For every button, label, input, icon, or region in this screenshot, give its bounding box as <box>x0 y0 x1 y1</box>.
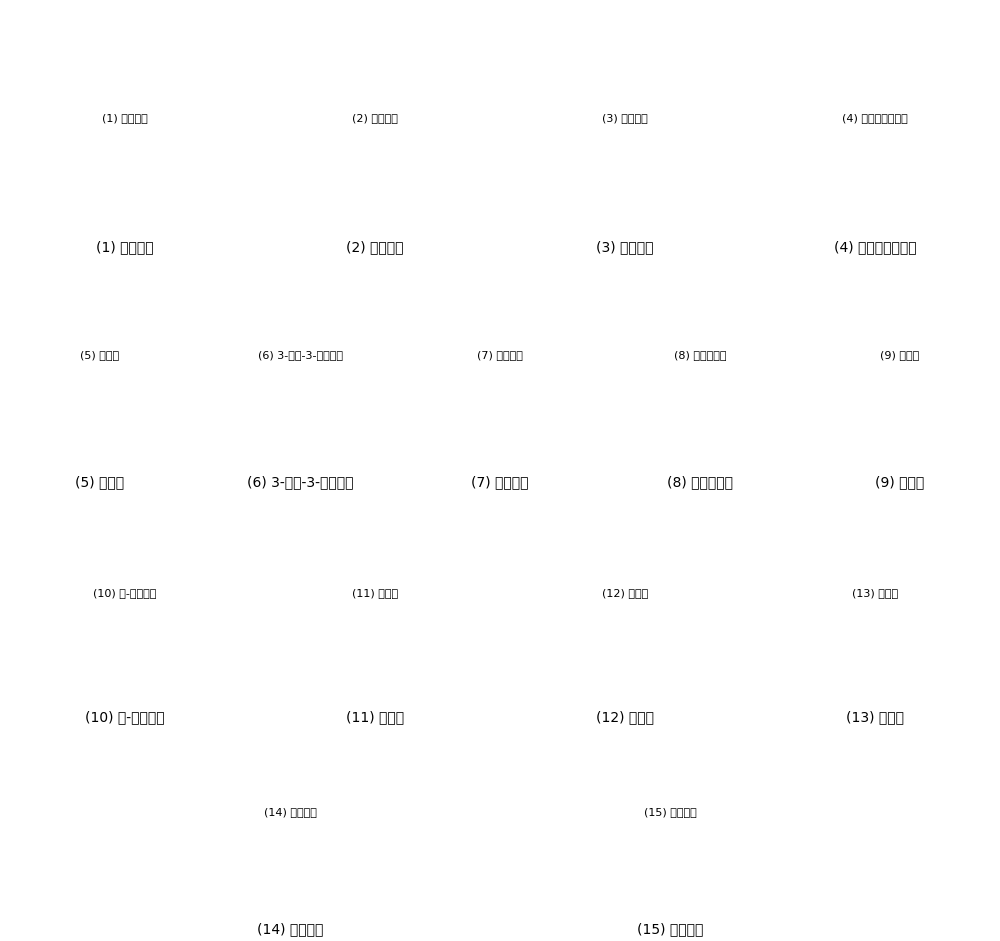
Text: (7) 苯丙氨醇: (7) 苯丙氨醇 <box>471 475 529 489</box>
Text: (10) 反-氧化吷烯: (10) 反-氧化吷烯 <box>93 588 157 598</box>
Text: (12) 阿托品: (12) 阿托品 <box>596 710 654 725</box>
Text: (9) 吵呀酮: (9) 吵呀酮 <box>880 350 920 360</box>
Text: (6) 3-氨基-3-苯基丙酸: (6) 3-氨基-3-苯基丙酸 <box>258 350 342 360</box>
Text: (10) 反-氧化吷烯: (10) 反-氧化吷烯 <box>85 710 165 725</box>
Text: (4) 异丙基肾上腺素: (4) 异丙基肾上腺素 <box>834 240 916 254</box>
Text: (4) 异丙基肾上腺素: (4) 异丙基肾上腺素 <box>842 113 908 122</box>
Text: (11) 黄烷酮: (11) 黄烷酮 <box>352 588 398 598</box>
Text: (3) 阿普洛尔: (3) 阿普洛尔 <box>596 240 654 254</box>
Text: (12) 阿托品: (12) 阿托品 <box>602 588 648 598</box>
Text: (8) 二苯乙醇酮: (8) 二苯乙醇酮 <box>667 475 733 489</box>
Text: (8) 二苯乙醇酮: (8) 二苯乙醇酮 <box>674 350 726 360</box>
Text: (6) 3-氨基-3-苯基丙酸: (6) 3-氨基-3-苯基丙酸 <box>247 475 353 489</box>
Text: (7) 苯丙氨醇: (7) 苯丙氨醇 <box>477 350 523 360</box>
Text: (13) 雷诺啧: (13) 雷诺啧 <box>852 588 898 598</box>
Text: (11) 黄烷酮: (11) 黄烷酮 <box>346 710 404 725</box>
Text: (13) 雷诺啧: (13) 雷诺啧 <box>846 710 904 725</box>
Text: (15) 苄氟噪啧: (15) 苄氟噪啧 <box>644 806 696 817</box>
Text: (5) 苯乙胺: (5) 苯乙胺 <box>75 475 125 489</box>
Text: (2) 普萸洛尔: (2) 普萸洛尔 <box>352 113 398 122</box>
Text: (5) 苯乙胺: (5) 苯乙胺 <box>80 350 120 360</box>
Text: (15) 苄氟噪啧: (15) 苄氟噪啧 <box>637 922 703 936</box>
Text: (14) 佐匹克隆: (14) 佐匹克隆 <box>257 922 323 936</box>
Text: (14) 佐匹克隆: (14) 佐匹克隆 <box>264 806 316 817</box>
Text: (1) 咀嚆洛尔: (1) 咀嚆洛尔 <box>102 113 148 122</box>
Text: (1) 咀嚆洛尔: (1) 咀嚆洛尔 <box>96 240 154 254</box>
Text: (3) 阿普洛尔: (3) 阿普洛尔 <box>602 113 648 122</box>
Text: (9) 吵呀酮: (9) 吵呀酮 <box>875 475 925 489</box>
Text: (2) 普萸洛尔: (2) 普萸洛尔 <box>346 240 404 254</box>
